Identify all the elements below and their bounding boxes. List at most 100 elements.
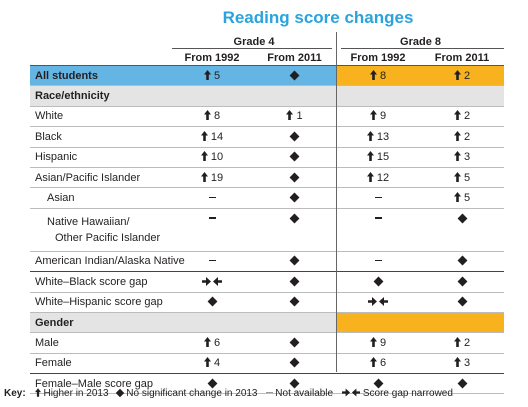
table-row-black: Black 14 13 2 [30, 126, 504, 148]
column-header-grade8-2011: From 2011 [420, 50, 504, 66]
cell-g8-1992 [336, 187, 420, 209]
row-label: Black [30, 126, 171, 148]
cell-g4-2011 [253, 292, 336, 313]
change-value: 10 [210, 151, 224, 164]
up-arrow-icon [366, 171, 374, 182]
gap-narrowed-icon [368, 297, 388, 307]
cell-g4-1992: 5 [171, 65, 253, 87]
up-arrow-icon [453, 130, 461, 141]
diamond-icon [457, 213, 467, 224]
section-label: Race/ethnicity [30, 85, 171, 107]
row-label-line2: Other Pacific Islander [55, 231, 161, 244]
cell-g8-1992: 9 [336, 332, 420, 354]
cell-g4-1992 [171, 187, 253, 209]
diamond-icon [457, 296, 467, 307]
up-arrow-icon [453, 336, 461, 347]
cell-g4-2011 [253, 373, 336, 395]
diamond-icon [116, 388, 125, 398]
diamond-icon [457, 255, 467, 266]
diamond-icon [289, 337, 300, 348]
up-arrow-icon [453, 357, 461, 368]
diamond-icon [289, 255, 300, 266]
row-label-line1: Native Hawaiian/ [47, 215, 130, 228]
change-value: 13 [376, 130, 390, 143]
table-row-all-students: All students 5 8 2 [30, 65, 504, 87]
up-arrow-icon [369, 69, 377, 80]
section-label: Gender [30, 312, 171, 334]
row-label: Hispanic [30, 147, 171, 168]
table-row-female-male-score-gap: Female–Male score gap [30, 373, 504, 395]
cell-g8-2011: 5 [420, 167, 504, 189]
cell-g4-2011: 1 [253, 106, 336, 128]
cell-g8-2011: 2 [420, 106, 504, 128]
change-value: 2 [463, 130, 471, 143]
legend-no-change: No significant change in 2013 [116, 388, 258, 399]
legend-narrowed-text: Score gap narrowed [362, 388, 453, 399]
row-label: Male [30, 332, 171, 354]
cell-g4-2011 [253, 187, 336, 209]
table-row-white-hispanic-score-gap: White–Hispanic score gap [30, 292, 504, 313]
dash-icon [208, 196, 216, 199]
cell-g8-1992 [336, 292, 420, 313]
diamond-icon [207, 296, 217, 307]
up-arrow-icon [200, 171, 208, 182]
cell-g4-1992: 10 [171, 147, 253, 168]
change-value: 3 [463, 151, 471, 164]
up-arrow-icon [453, 151, 461, 162]
gap-narrowed-icon [202, 276, 222, 286]
dash-icon [374, 217, 382, 219]
diamond-icon [289, 357, 300, 368]
cell-g8-2011: 2 [420, 126, 504, 148]
legend-higher: Higher in 2013 [35, 388, 109, 399]
section-fill-grade4 [171, 312, 336, 334]
cell-g4-1992 [171, 373, 253, 395]
up-arrow-icon [369, 357, 377, 368]
cell-g4-2011 [253, 208, 336, 252]
score-table: From 1992 From 2011 From 1992 From 2011 … [30, 50, 504, 395]
change-value: 14 [210, 130, 224, 143]
row-label: Asian/Pacific Islander [30, 167, 171, 189]
column-header-blank [30, 50, 171, 66]
cell-g4-2011 [253, 271, 336, 293]
table-row-white-black-score-gap: White–Black score gap [30, 271, 504, 293]
legend-key-label: Key: [4, 388, 26, 399]
row-label: American Indian/Alaska Native [30, 251, 185, 273]
row-label: Native Hawaiian/Other Pacific Islander [30, 208, 171, 252]
table-row-asian: Asian 5 [30, 187, 504, 209]
legend: Key: Higher in 2013 No significant chang… [4, 388, 459, 399]
change-value: 1 [296, 110, 303, 123]
cell-g8-1992: 9 [336, 106, 420, 128]
diamond-icon [373, 276, 383, 287]
legend-higher-text: Higher in 2013 [43, 388, 109, 399]
change-value: 5 [463, 192, 471, 205]
cell-g8-2011: 2 [420, 65, 504, 87]
up-arrow-icon [200, 130, 208, 141]
grade4-header: Grade 4 [233, 36, 275, 48]
cell-g4-1992: 4 [171, 353, 253, 375]
chart-title: Reading score changes [0, 8, 528, 28]
cell-g4-2011 [253, 251, 336, 273]
change-value: 5 [213, 69, 221, 82]
cell-g8-1992 [336, 208, 420, 252]
row-label: White [30, 106, 171, 128]
table-row-native-hawaiian: Native Hawaiian/Other Pacific Islander [30, 208, 504, 252]
change-value: 8 [379, 69, 387, 82]
change-value: 15 [376, 151, 390, 164]
change-value: 12 [376, 171, 390, 184]
section-fill-grade4 [171, 85, 336, 107]
change-value: 6 [379, 357, 387, 370]
column-header-grade4-2011: From 2011 [253, 50, 336, 66]
row-label: Female [30, 353, 171, 375]
grade-divider [336, 32, 337, 372]
legend-narrowed: Score gap narrowed [341, 388, 453, 399]
legend-not-available: Not available [266, 388, 333, 399]
cell-g8-2011 [420, 373, 504, 395]
change-value: 2 [463, 69, 471, 82]
cell-g8-1992 [336, 251, 420, 273]
up-arrow-icon [369, 336, 377, 347]
cell-g4-2011 [253, 332, 336, 354]
section-row-race-ethnicity: Race/ethnicity [30, 85, 504, 107]
row-label: All students [30, 65, 171, 87]
change-value: 19 [210, 171, 224, 184]
cell-g8-2011 [420, 251, 504, 273]
